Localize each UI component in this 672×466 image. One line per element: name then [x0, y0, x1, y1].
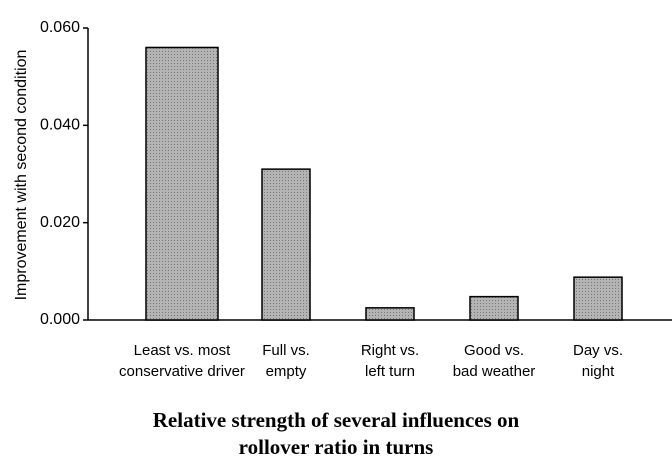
bar: [573, 276, 623, 321]
y-tick-label: 0.020: [40, 214, 80, 231]
x-tick-label: Right vs. left turn: [360, 342, 420, 380]
y-tick-label: 0.000: [40, 311, 80, 328]
y-tick-label: 0.060: [40, 19, 80, 36]
x-tick-label: Good vs. bad weather: [452, 342, 536, 380]
x-tick-label: Day vs. night: [572, 342, 623, 380]
bar: [261, 168, 311, 321]
y-tick-label: 0.040: [40, 117, 80, 134]
x-tick-label: Full vs. empty: [262, 342, 310, 380]
bar: [469, 295, 519, 321]
x-tick-label: Least vs. most conservative driver: [119, 342, 245, 380]
chart-title: Relative strength of several influences …: [152, 408, 520, 459]
bar: [145, 46, 219, 321]
y-axis-label: Improvement with second condition: [13, 50, 30, 301]
bar: [365, 307, 415, 321]
